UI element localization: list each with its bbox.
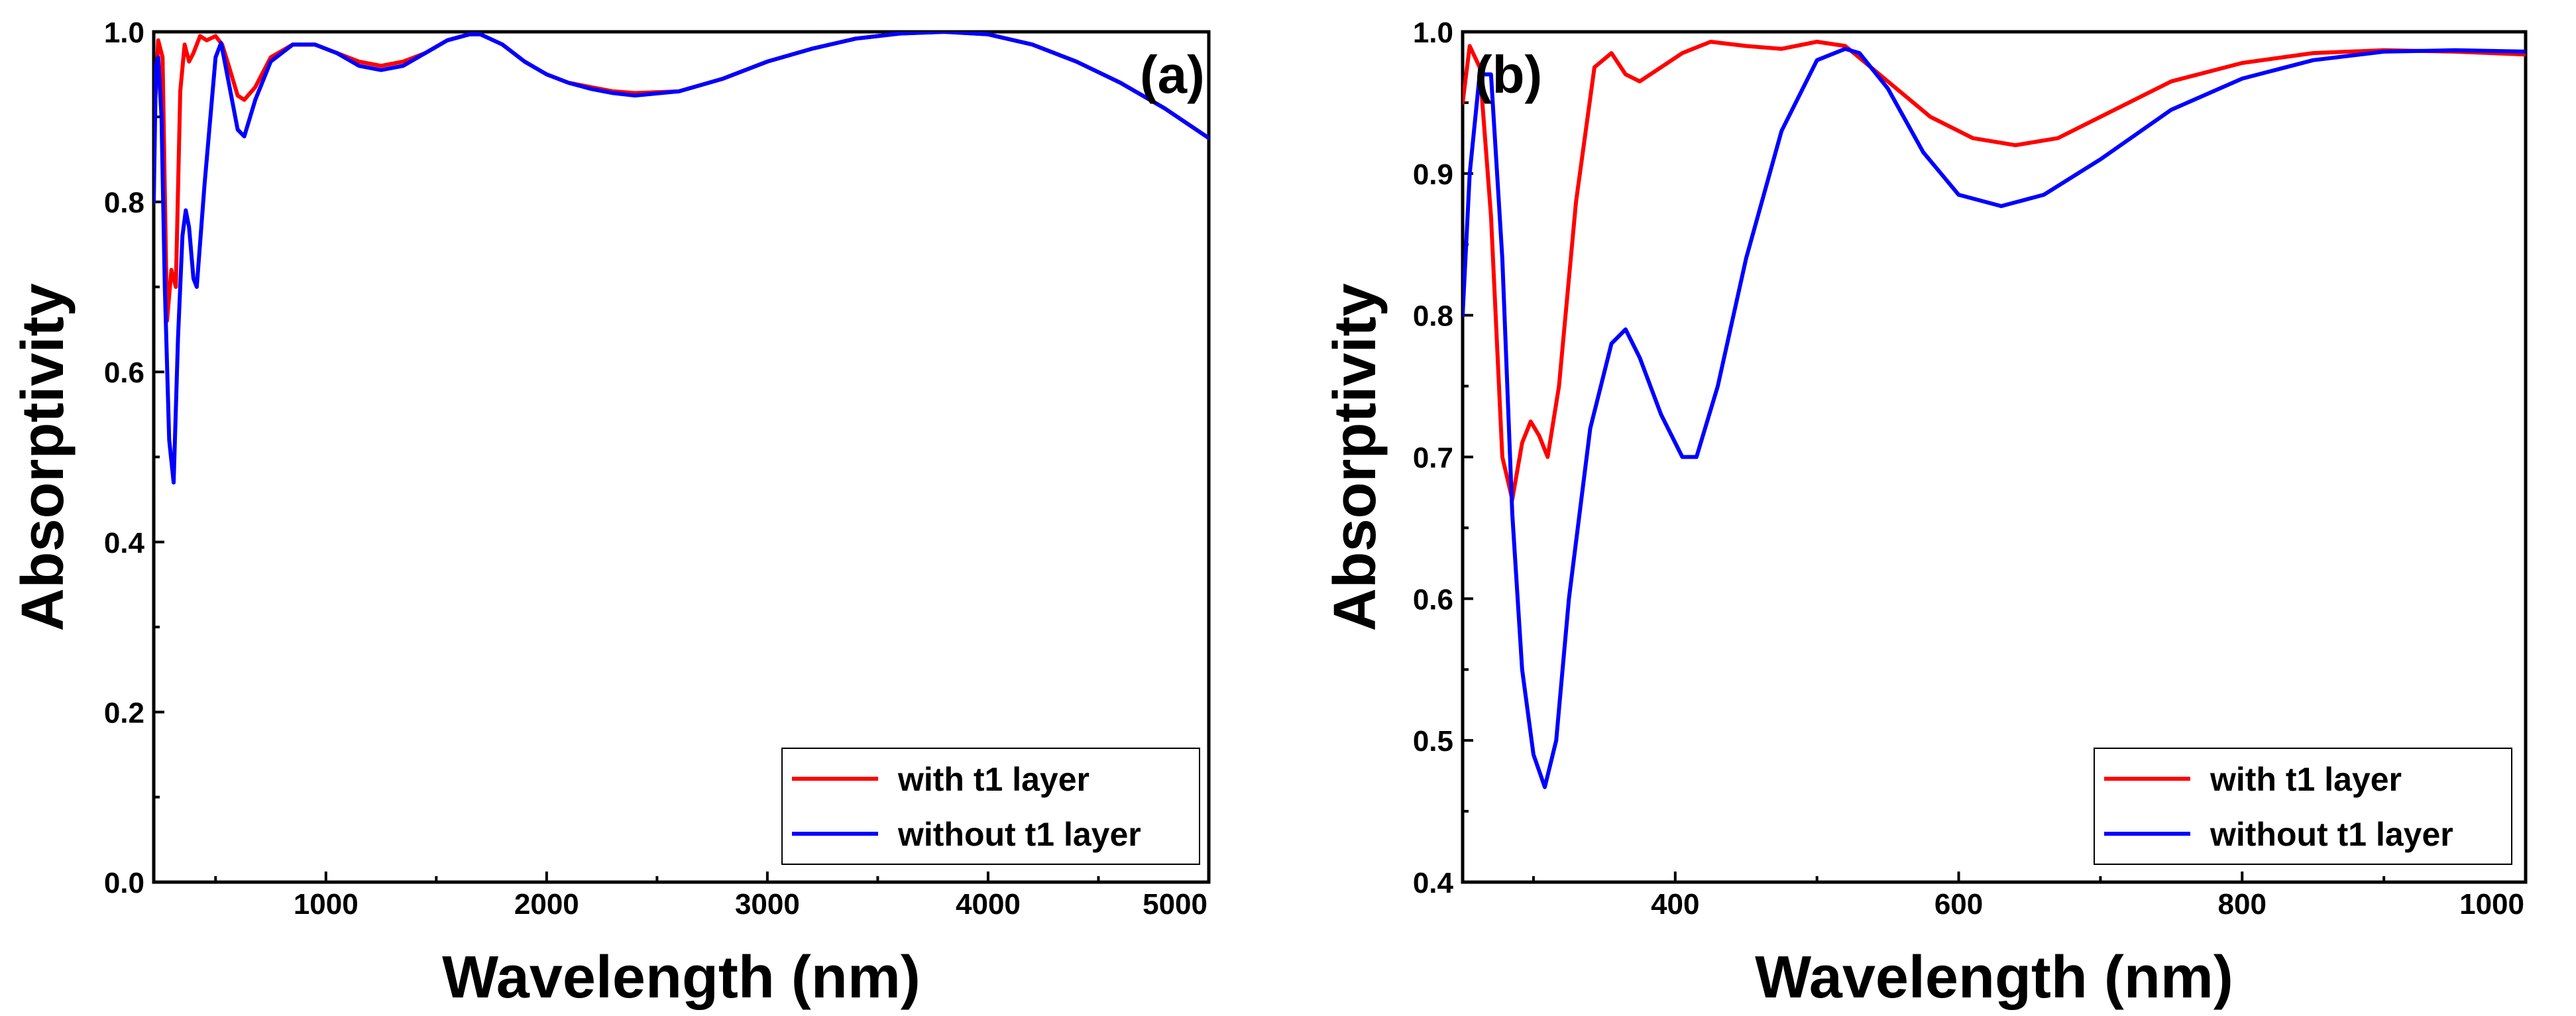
y-tick-label: 0.8 (104, 187, 144, 219)
panel-a-legend: with t1 layer without t1 layer (781, 748, 1200, 865)
panel-a-legend-label-with: with t1 layer (897, 761, 1090, 798)
y-tick-label: 0.8 (1413, 300, 1453, 333)
x-tick-label: 4000 (956, 888, 1021, 921)
y-tick-label: 0.4 (104, 527, 145, 559)
panel-a-series-with-t1-layer (154, 32, 1209, 323)
panel-a-x-axis-title: Wavelength (nm) (442, 944, 921, 1011)
x-tick-label: 800 (2218, 888, 2267, 921)
panel-b-legend-label-with: with t1 layer (2210, 761, 2402, 798)
panel-b-ticks (1463, 30, 2527, 883)
y-tick-label: 0.2 (104, 697, 144, 729)
panel-b-series-with-t1-layer (1463, 40, 2526, 502)
panel-b-y-tick-labels: 0.4 0.5 0.6 0.7 0.8 0.9 1.0 (1413, 17, 1454, 899)
x-tick-label: 1000 (2459, 888, 2524, 921)
panel-a-x-tick-labels: 1000 2000 3000 4000 5000 (294, 888, 1207, 921)
panel-a-legend-label-without: without t1 layer (897, 816, 1141, 853)
panel-a-y-tick-labels: 0.0 0.2 0.4 0.6 0.8 1.0 (104, 17, 145, 899)
panel-b-legend-box (2094, 748, 2512, 865)
y-tick-label: 1.0 (104, 17, 144, 49)
panel-a: 1000 2000 3000 4000 5000 0.00.20.40.60.81.0 … (10, 17, 1211, 1011)
panel-a-legend-box (781, 748, 1200, 865)
panel-b-series-without-t1-layer (1463, 46, 2526, 789)
panel-b-legend: with t1 layer without t1 layer (2094, 748, 2512, 865)
x-tick-label: 3000 (735, 888, 800, 921)
y-tick-label: 0.7 (1413, 442, 1453, 475)
panel-b-legend-label-without: without t1 layer (2210, 816, 2453, 853)
panel-a-y-axis-title: Absorptivity (10, 283, 76, 631)
panel-b-x-axis-title: Wavelength (nm) (1755, 944, 2233, 1011)
y-tick-label: 0.5 (1413, 725, 1453, 758)
y-tick-label: 1.0 (1413, 17, 1453, 49)
x-tick-label: 400 (1651, 888, 1699, 921)
panel-b-series (1463, 40, 2526, 789)
y-tick-label: 0.4 (1413, 867, 1454, 899)
y-tick-label: 0.6 (104, 357, 144, 389)
x-tick-label: 600 (1934, 888, 1983, 921)
y-tick-label: 0.6 (1413, 583, 1453, 616)
panel-a-label: (a) (1140, 45, 1205, 104)
panel-b-y-axis-title: Absorptivity (1322, 283, 1388, 631)
panel-b: 400 600 800 1000 0.4 0.5 0.6 0.7 0.8 0.9 1.0 Wave… (1322, 17, 2528, 1011)
x-tick-label: 2000 (514, 888, 579, 921)
panel-b-x-tick-labels: 400 600 800 1000 (1651, 888, 2524, 921)
panel-b-label: (b) (1475, 45, 1542, 104)
y-tick-label: 0.9 (1413, 158, 1453, 191)
x-tick-label: 5000 (1143, 888, 1207, 921)
panel-a-series (154, 32, 1209, 484)
x-tick-label: 1000 (294, 888, 359, 921)
panel-a-series-without-t1-layer (154, 32, 1209, 484)
y-tick-label: 0.0 (104, 867, 144, 899)
